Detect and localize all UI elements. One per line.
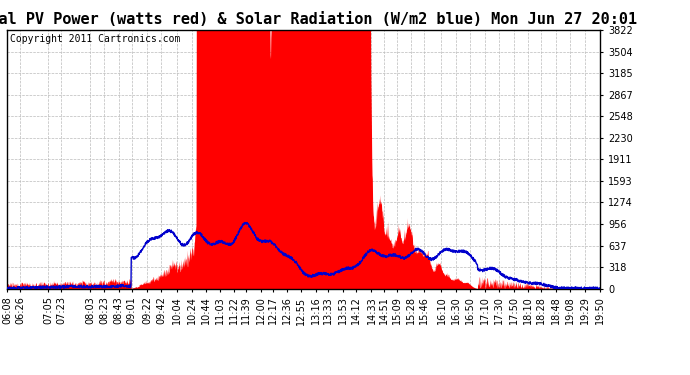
Title: Total PV Power (watts red) & Solar Radiation (W/m2 blue) Mon Jun 27 20:01: Total PV Power (watts red) & Solar Radia… <box>0 12 637 27</box>
Text: Copyright 2011 Cartronics.com: Copyright 2011 Cartronics.com <box>10 34 180 44</box>
